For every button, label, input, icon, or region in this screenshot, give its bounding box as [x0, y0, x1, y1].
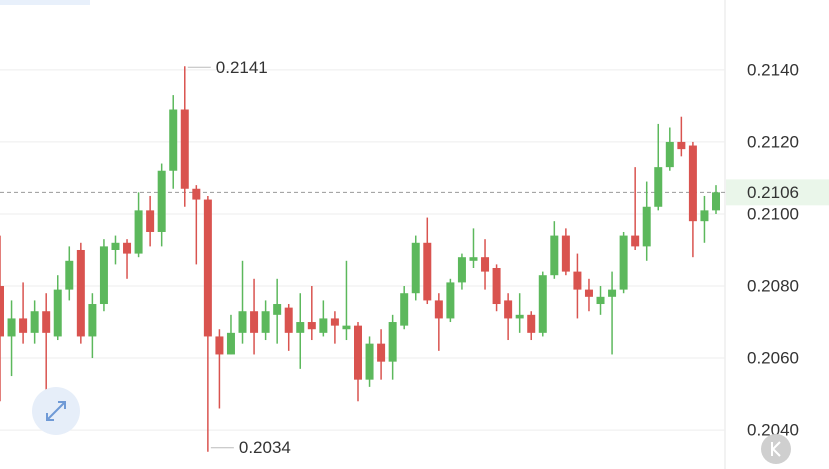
k-icon [771, 441, 781, 457]
candle-body [631, 235, 640, 247]
candle-body [157, 170, 166, 232]
candle-body [596, 296, 605, 305]
candle-body [111, 242, 120, 250]
candle-body [307, 322, 316, 330]
candle-body [123, 242, 132, 254]
candle-body [30, 311, 39, 333]
candle-body [319, 318, 328, 333]
candle-body [296, 322, 305, 333]
candle-body [481, 257, 490, 272]
current-price-box [726, 179, 829, 206]
candle-body [688, 145, 697, 222]
y-tick-label: 0.2040 [747, 421, 799, 440]
candle-body [238, 311, 247, 333]
candle-body [550, 235, 559, 276]
candle-body [608, 289, 617, 297]
candle-body [642, 206, 651, 247]
candle-body [411, 242, 420, 294]
candle-body [561, 235, 570, 272]
candle-body [65, 260, 74, 290]
candle-body [527, 314, 536, 333]
candle-body [515, 314, 524, 319]
candle-body [284, 307, 293, 333]
candle-body [88, 304, 97, 337]
candle-body [169, 109, 178, 171]
k-button[interactable] [761, 434, 791, 464]
min-label: 0.2034 [239, 438, 291, 457]
candle-body [342, 325, 351, 330]
y-tick-label: 0.2140 [747, 60, 799, 79]
candle-body [76, 249, 85, 337]
candle-body [469, 257, 478, 261]
candle-body [538, 275, 547, 333]
candle-body [19, 318, 28, 333]
candle-body [434, 300, 443, 319]
candle-body [7, 318, 16, 337]
candle-body [53, 289, 62, 337]
candle-body [365, 343, 374, 380]
candle-body [619, 235, 628, 290]
candle-body [203, 199, 212, 337]
candle-body [400, 293, 409, 326]
y-tick-label: 0.2080 [747, 276, 799, 295]
candle-body [700, 210, 709, 222]
candle-body [330, 318, 339, 326]
candle-body [0, 286, 4, 337]
candle-body [192, 188, 201, 200]
candle-body [215, 336, 224, 355]
y-tick-label: 0.2060 [747, 349, 799, 368]
candle-body [457, 257, 466, 283]
candle-body [146, 210, 155, 232]
candle-body [261, 311, 270, 333]
candle-body [654, 167, 663, 207]
candle-body [134, 210, 143, 254]
candle-body [504, 300, 513, 319]
candle-body [584, 289, 593, 297]
candle-body [273, 304, 282, 315]
candle-body [677, 141, 686, 150]
y-tick-label: 0.2100 [747, 204, 799, 223]
y-tick-label: 0.2120 [747, 132, 799, 151]
expand-icon [46, 401, 66, 421]
max-label: 0.2141 [216, 58, 268, 77]
candle-body [665, 141, 674, 168]
candle-body [388, 322, 397, 362]
candle-body [573, 271, 582, 290]
current-price-label: 0.2106 [747, 183, 799, 202]
tab-indicator [0, 0, 90, 5]
candle-body [423, 242, 432, 301]
candle-body [180, 109, 189, 189]
candle-body [42, 311, 51, 333]
candle-body [712, 192, 720, 211]
candle-body [250, 311, 259, 333]
candle-body [492, 268, 501, 305]
candle-body [99, 246, 108, 305]
candle-body [226, 332, 235, 355]
candle-body [377, 343, 386, 362]
candle-body [354, 325, 362, 380]
candle-body [446, 282, 455, 319]
